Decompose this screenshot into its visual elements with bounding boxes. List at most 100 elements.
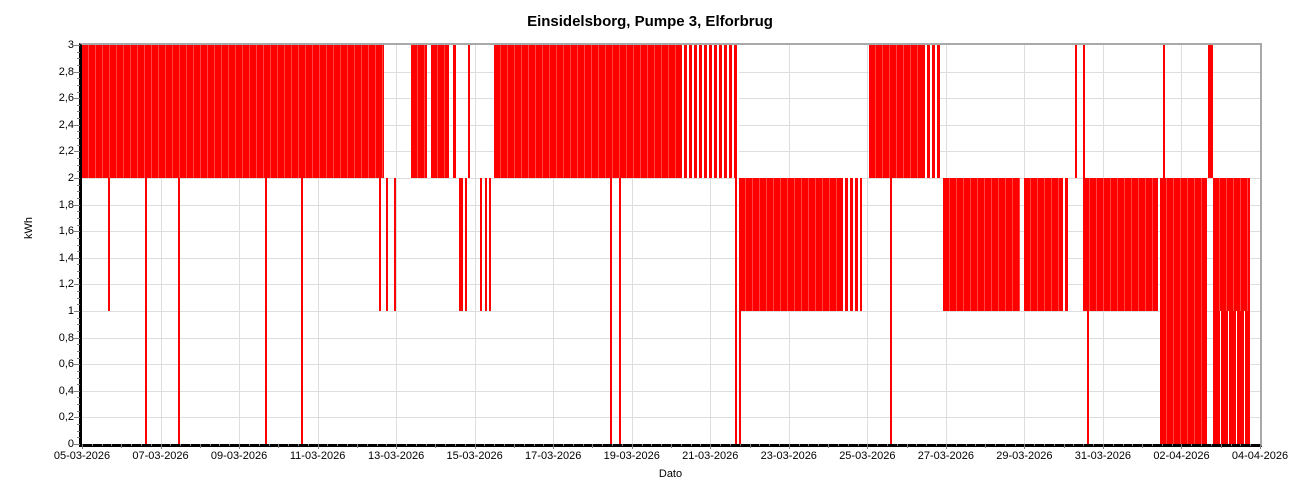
y-axis-tick bbox=[77, 244, 80, 246]
y-axis-tick-labels: 0 0,2 0,4 0,6 0,8 1 1,2 1,4 1,6 1,8 2 2,2 2,4 2,6 2,8 3 bbox=[30, 39, 74, 450]
x-axis-tick bbox=[140, 444, 142, 446]
y-axis-tick bbox=[77, 224, 80, 226]
grid-line-horizontal bbox=[82, 364, 1260, 366]
x-axis-tick bbox=[729, 444, 731, 446]
x-axis-tick bbox=[1102, 444, 1104, 449]
x-axis-tick bbox=[1210, 444, 1212, 446]
band-segment bbox=[82, 45, 384, 178]
y-tick-label: 2,6 bbox=[58, 92, 74, 105]
y-axis-tick bbox=[77, 357, 80, 359]
y-axis-tick bbox=[77, 191, 80, 193]
y-axis-tick bbox=[77, 377, 80, 379]
band-segment bbox=[739, 177, 840, 311]
y-axis-tick bbox=[74, 45, 80, 46]
chart-title: Einsidelsborg, Pumpe 3, Elforbrug bbox=[527, 13, 773, 30]
grid-line-horizontal bbox=[82, 231, 1260, 233]
band-segment bbox=[493, 45, 679, 178]
x-axis-tick bbox=[1073, 444, 1075, 446]
x-tick-label: 02-04-2026 bbox=[1153, 450, 1210, 462]
x-axis-tick bbox=[1004, 444, 1006, 446]
x-axis-tick bbox=[513, 444, 515, 448]
x-axis-tick bbox=[91, 444, 93, 446]
grid-line-vertical bbox=[631, 45, 633, 444]
x-axis-tick bbox=[945, 444, 947, 449]
x-axis-tick bbox=[278, 444, 280, 448]
x-axis-tick bbox=[523, 444, 525, 446]
x-axis-tick bbox=[837, 444, 839, 446]
x-axis-tick bbox=[268, 444, 270, 446]
x-axis-tick bbox=[867, 444, 869, 449]
x-axis-tick bbox=[327, 444, 329, 446]
x-axis-tick bbox=[1152, 444, 1154, 446]
x-axis-tick bbox=[739, 444, 741, 446]
y-axis-tick bbox=[74, 390, 80, 392]
y-axis-tick bbox=[77, 237, 80, 239]
x-axis-tick bbox=[533, 444, 535, 446]
x-axis-tick bbox=[1034, 444, 1036, 446]
x-axis-tick bbox=[857, 444, 859, 446]
y-tick-label: 1,6 bbox=[58, 225, 74, 238]
x-tick-label: 25-03-2026 bbox=[839, 450, 896, 462]
x-axis-tick bbox=[121, 444, 123, 448]
x-axis-tick bbox=[543, 444, 545, 446]
x-axis-tick bbox=[150, 444, 152, 446]
x-axis-tick bbox=[553, 444, 555, 449]
y-tick-label: 0,8 bbox=[58, 331, 74, 344]
y-axis-tick bbox=[77, 291, 80, 293]
y-axis-tick bbox=[77, 158, 80, 160]
y-axis-tick bbox=[74, 257, 80, 259]
grid-line-horizontal bbox=[82, 310, 1260, 312]
x-tick-label: 17-03-2026 bbox=[525, 450, 582, 462]
y-axis-tick bbox=[77, 277, 80, 279]
x-axis-tick bbox=[886, 444, 888, 446]
y-axis-tick bbox=[77, 51, 80, 53]
x-axis-tick bbox=[1063, 444, 1065, 448]
grid-line-horizontal bbox=[82, 417, 1260, 419]
x-axis-tick bbox=[288, 444, 290, 446]
y-axis-tick bbox=[77, 84, 80, 86]
x-axis-tick bbox=[1044, 444, 1046, 446]
x-tick-label: 09-03-2026 bbox=[210, 450, 268, 462]
grid-line-horizontal bbox=[82, 177, 1260, 179]
y-axis-tick bbox=[74, 284, 80, 286]
y-axis-tick bbox=[74, 417, 80, 419]
band-segment bbox=[1082, 45, 1085, 178]
x-axis-tick bbox=[877, 444, 879, 446]
y-tick-label: 0 bbox=[67, 438, 74, 450]
y-axis-tick bbox=[77, 397, 80, 399]
x-axis-tick bbox=[405, 444, 407, 446]
x-axis-tick bbox=[1053, 444, 1055, 446]
band-segment bbox=[678, 45, 739, 178]
y-axis-tick bbox=[77, 211, 80, 213]
x-axis-tick bbox=[189, 444, 191, 446]
y-axis-tick bbox=[77, 297, 80, 299]
x-axis-tick bbox=[710, 444, 712, 449]
grid-line-vertical bbox=[553, 45, 555, 444]
y-axis-tick bbox=[74, 204, 80, 206]
y-axis-tick bbox=[77, 350, 80, 352]
y-axis-tick bbox=[77, 264, 80, 266]
y-axis-tick bbox=[77, 78, 80, 80]
x-axis-tick bbox=[1024, 444, 1026, 449]
x-axis-tick bbox=[111, 444, 113, 446]
x-axis-tick bbox=[504, 444, 506, 446]
x-axis-tick bbox=[612, 444, 614, 446]
x-tick-label: 19-03-2026 bbox=[603, 450, 660, 462]
x-axis-tick bbox=[798, 444, 800, 446]
x-axis-tick bbox=[700, 444, 702, 446]
x-axis-tick bbox=[1260, 444, 1261, 449]
x-axis-tick bbox=[582, 444, 584, 446]
x-axis-tick bbox=[916, 444, 918, 446]
spike-line bbox=[461, 177, 464, 311]
y-axis-tick bbox=[77, 138, 80, 140]
y-axis-tick bbox=[77, 217, 80, 219]
x-axis-title: Dato bbox=[658, 468, 683, 480]
x-axis-tick bbox=[474, 444, 476, 449]
band-segment bbox=[1059, 177, 1068, 311]
x-axis-tick bbox=[445, 444, 447, 446]
spike-line bbox=[145, 177, 147, 444]
x-axis-tick bbox=[906, 444, 908, 448]
band-segment bbox=[467, 45, 470, 178]
spike-line bbox=[458, 177, 461, 311]
x-axis-tick bbox=[484, 444, 486, 446]
